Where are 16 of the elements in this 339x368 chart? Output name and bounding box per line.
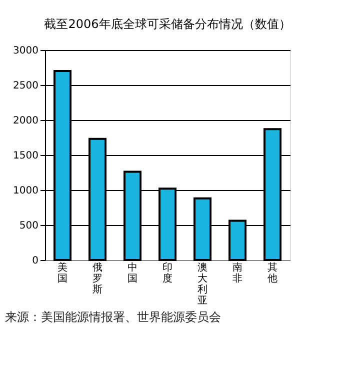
x-tick-label: 其他	[268, 262, 278, 284]
source-note: 来源：美国能源情报署、世界能源委员会	[5, 310, 221, 324]
y-tick-label: 0	[32, 256, 38, 266]
x-tick-label: 澳大利亚	[198, 262, 208, 306]
x-tick-label: 中国	[128, 262, 138, 284]
y-tick-label: 3000	[13, 46, 38, 56]
y-tick-label: 2500	[13, 80, 38, 92]
y-tick-label: 2000	[13, 116, 38, 126]
x-tick-label: 俄罗斯	[92, 262, 102, 296]
x-tick-label: 美国	[58, 262, 68, 284]
x-tick-label: 印度	[162, 262, 172, 284]
y-tick-label: 1500	[13, 150, 38, 162]
y-tick-label: 1000	[13, 186, 38, 196]
y-tick-label: 500	[19, 220, 38, 232]
x-tick-label: 南非	[232, 262, 242, 284]
chart-title: 截至2006年底全球可采储备分布情况（数值）	[44, 17, 291, 31]
